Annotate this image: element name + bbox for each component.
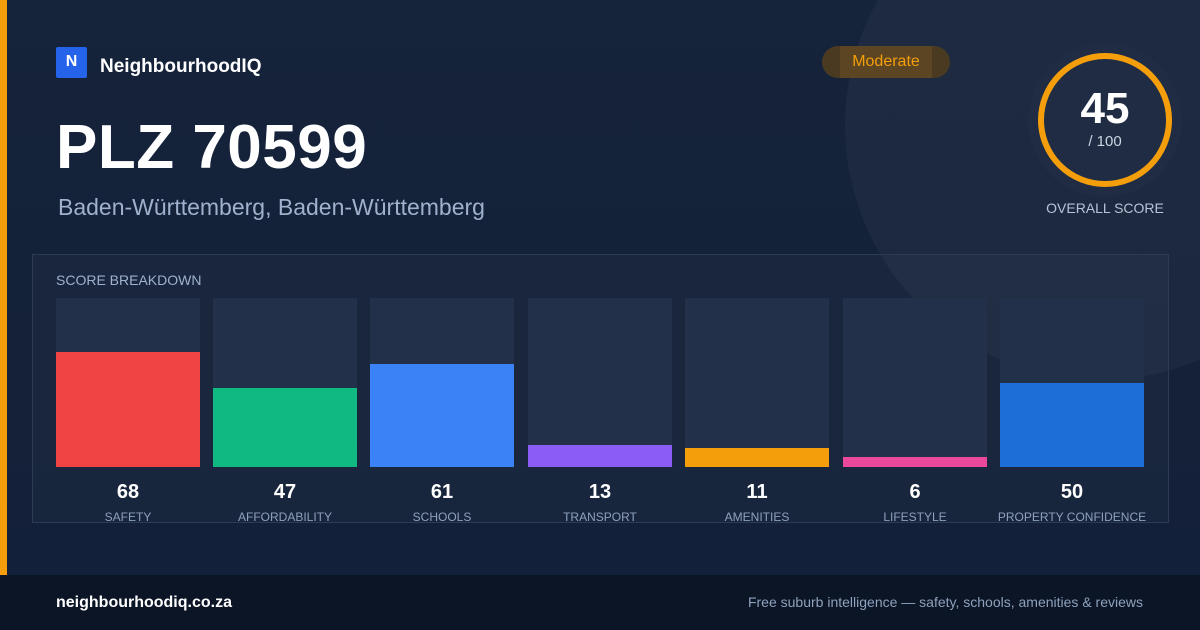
brand-name: NeighbourhoodIQ: [100, 56, 262, 77]
score-bar-property-confidence: 50 PROPERTY CONFIDENCE: [998, 298, 1146, 524]
score-bar-track: [528, 298, 672, 467]
overall-score-caption: OVERALL SCORE: [1046, 200, 1164, 216]
score-bar-value: 61: [430, 481, 454, 503]
score-bar-track: [213, 298, 357, 467]
score-bar-fill: [528, 445, 672, 467]
footer-url-link[interactable]: neighbourhoodiq.co.za: [56, 594, 232, 611]
footer-tagline: Free suburb intelligence — safety, schoo…: [747, 594, 1143, 610]
score-breakdown-title: SCORE BREAKDOWN: [56, 272, 202, 288]
score-bar-track: [1000, 298, 1144, 467]
score-bar-value: 6: [909, 481, 921, 503]
score-ring-backdrop: [1028, 43, 1182, 197]
score-bar-transport: 13 TRANSPORT: [528, 298, 672, 524]
score-bar-label: LIFESTYLE: [883, 510, 947, 524]
score-bar-value: 68: [116, 481, 140, 503]
score-bar-label: SAFETY: [104, 510, 152, 524]
score-bar-fill: [370, 363, 514, 467]
score-bar-label: TRANSPORT: [563, 510, 637, 524]
status-badge-label: Moderate: [852, 53, 920, 70]
brand[interactable]: N NeighbourhoodIQ: [56, 46, 261, 78]
score-breakdown-panel: SCORE BREAKDOWN 68 SAFETY 47 AFFORDABILITY 6…: [32, 254, 1169, 524]
score-bar-track: [370, 298, 514, 467]
score-bar-fill: [685, 448, 829, 467]
score-bar-label: AMENITIES: [724, 510, 790, 524]
status-badge: Moderate: [822, 46, 950, 78]
overall-score-ring: [1028, 43, 1182, 197]
score-bar-value: 47: [273, 481, 297, 503]
page-title: PLZ 70599: [56, 113, 368, 182]
overall-score-max: / 100: [1088, 133, 1122, 150]
score-bar-safety: 68 SAFETY: [56, 298, 200, 524]
score-ring-arc: [1038, 53, 1172, 187]
score-bar-track: [685, 298, 829, 467]
score-bar-label: PROPERTY CONFIDENCE: [997, 510, 1147, 524]
score-bar-label: AFFORDABILITY: [237, 510, 332, 524]
badge-highlight: [840, 46, 932, 78]
logo-icon: N: [56, 46, 87, 78]
score-bar-value: 11: [746, 481, 768, 503]
score-bar-schools: 61 SCHOOLS: [370, 298, 514, 524]
page-subtitle: Baden-Württemberg, Baden-Württemberg: [58, 194, 485, 220]
score-bar-track: [843, 298, 987, 467]
score-bar-label: SCHOOLS: [412, 510, 472, 524]
score-bar-fill: [1000, 382, 1144, 467]
score-bar-track: [56, 298, 200, 467]
score-bar-affordability: 47 AFFORDABILITY: [213, 298, 357, 524]
footer: neighbourhoodiq.co.za Free suburb intell…: [0, 575, 1200, 630]
score-bar-fill: [843, 456, 987, 467]
score-bar-amenities: 11 AMENITIES: [685, 298, 829, 524]
score-bar-value: 13: [588, 481, 612, 503]
score-bar-fill: [213, 387, 357, 467]
accent-bar: [0, 0, 7, 575]
overall-score-value: 45: [1080, 84, 1130, 133]
score-bar-value: 50: [1060, 481, 1084, 503]
score-bar-fill: [56, 352, 200, 467]
score-bar-lifestyle: 6 LIFESTYLE: [843, 298, 987, 524]
